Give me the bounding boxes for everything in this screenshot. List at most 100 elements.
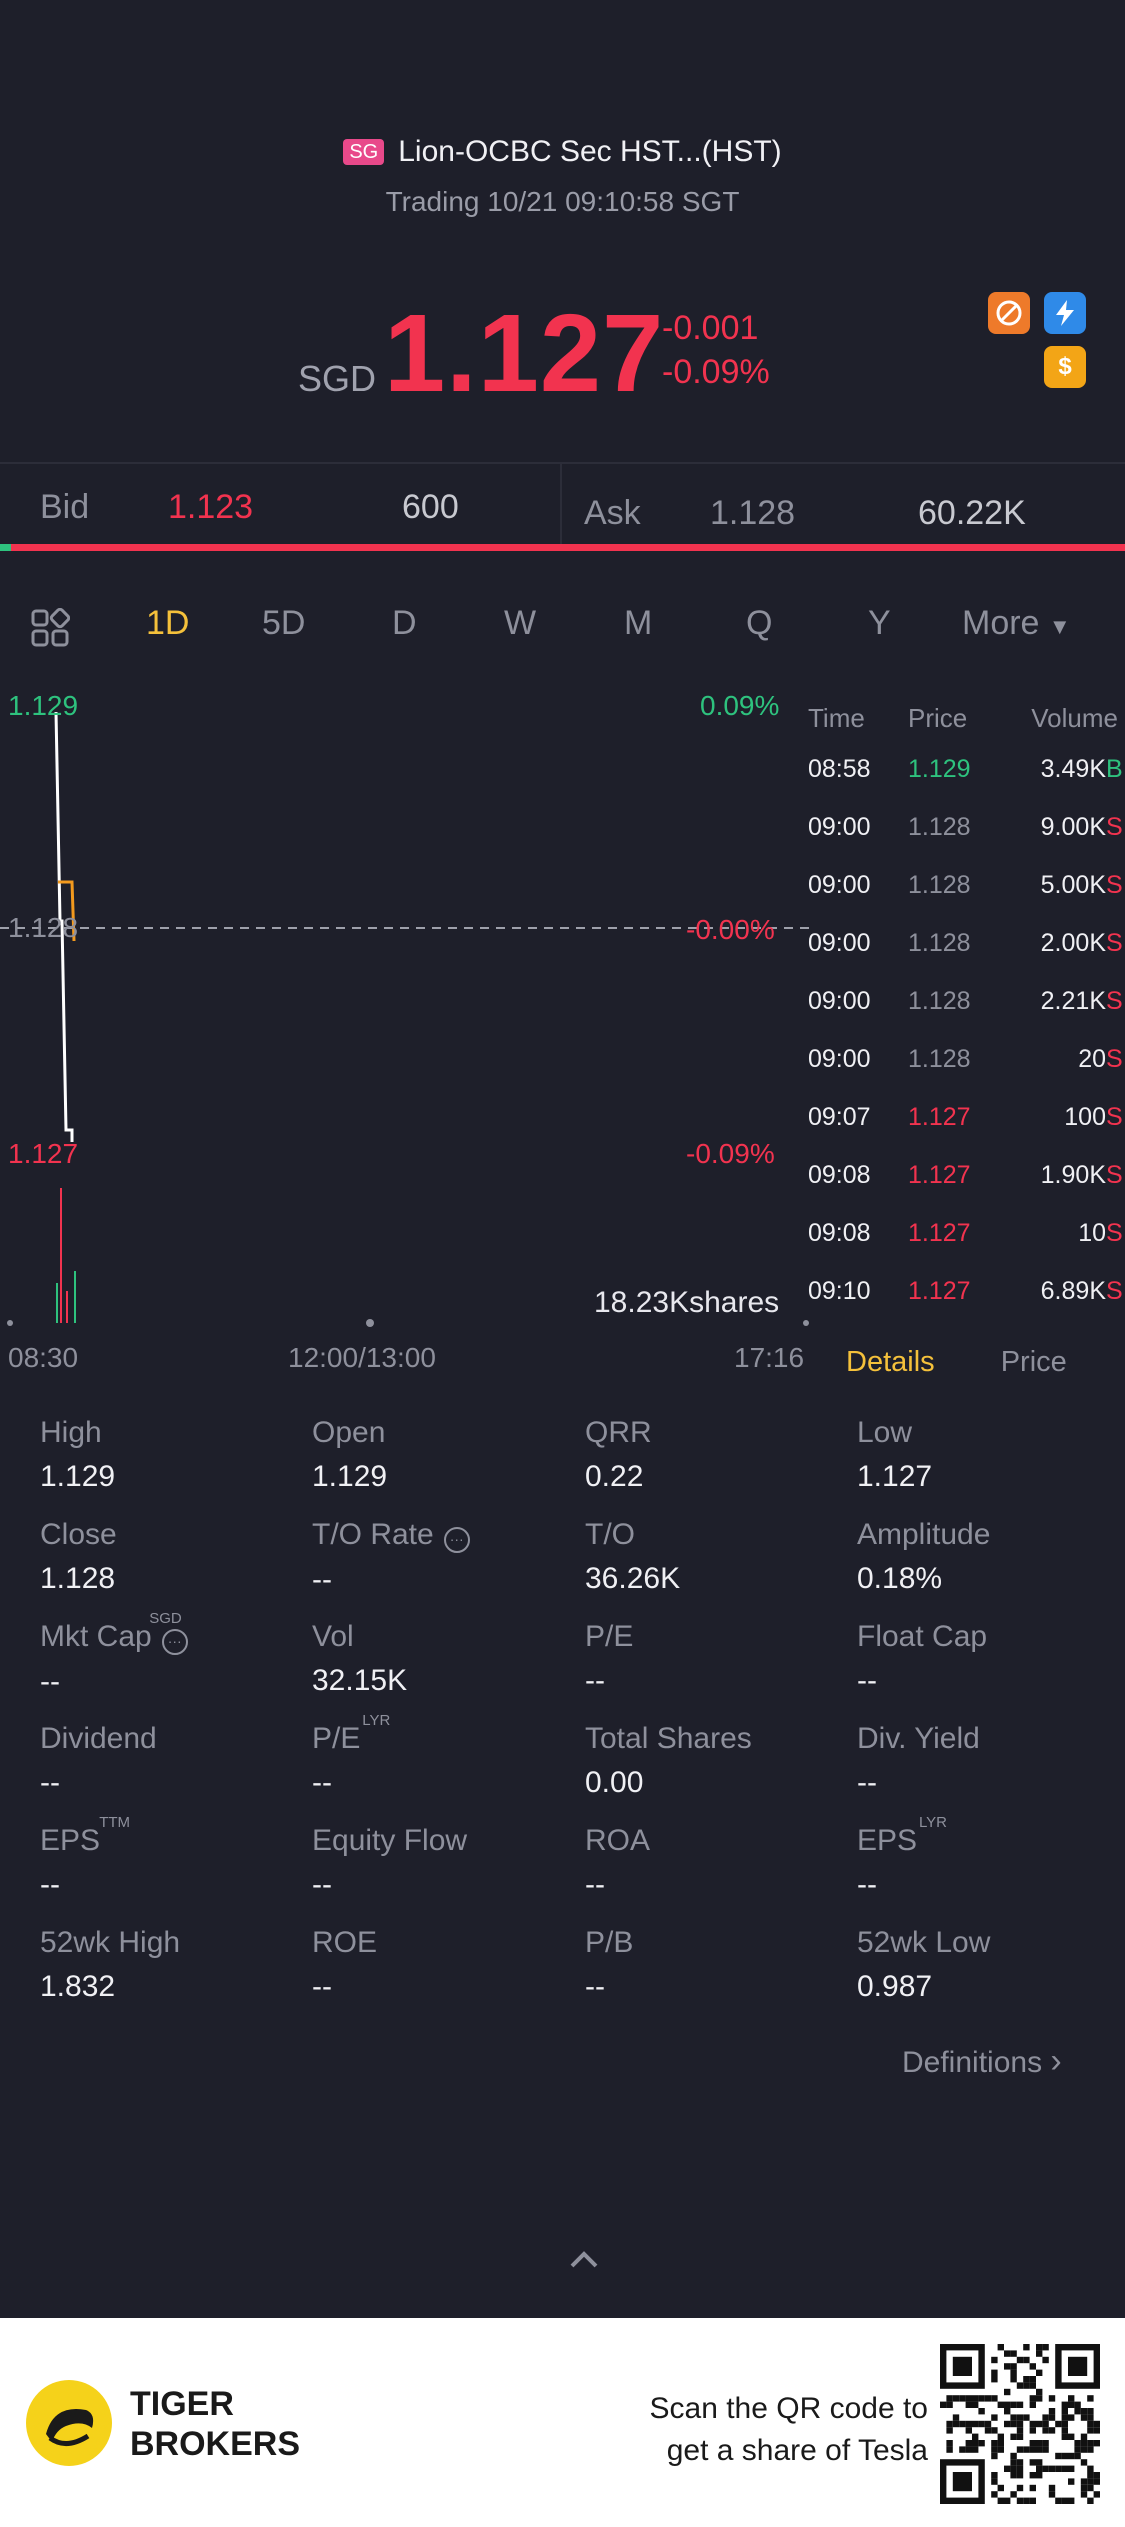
- x-axis-start-dot: [7, 1320, 13, 1326]
- stat-item: Div. Yield --: [857, 1722, 1117, 1800]
- bid-ask-divider: [560, 462, 562, 548]
- price-line: [54, 711, 74, 1142]
- stat-label-text: EPS: [857, 1824, 918, 1857]
- tick-time: 09:08: [808, 1218, 871, 1247]
- stat-label: 52wk High: [40, 1926, 180, 1960]
- volume-bar: [66, 1291, 68, 1323]
- chevron-up-icon[interactable]: [564, 2244, 604, 2274]
- stat-label: QRR: [585, 1416, 652, 1450]
- tick-volume: 1.90K: [1040, 1160, 1106, 1189]
- no-margin-icon[interactable]: [988, 292, 1030, 334]
- stat-value: --: [312, 1868, 332, 1901]
- dollar-icon[interactable]: $: [1044, 346, 1086, 388]
- tab-details[interactable]: Details: [846, 1346, 935, 1378]
- tick-time: 09:00: [808, 1044, 871, 1073]
- currency-label: SGD: [298, 358, 377, 399]
- tick-price: 1.128: [908, 928, 971, 957]
- more-label: More: [962, 604, 1040, 642]
- bid-ask-ratio-bar: [0, 544, 1125, 551]
- tick-time: 08:58: [808, 754, 871, 783]
- volume-bars: [56, 1188, 76, 1323]
- qr-code-icon[interactable]: [940, 2344, 1100, 2504]
- stat-label: P/E: [585, 1620, 633, 1654]
- tab-quarterly[interactable]: Q: [746, 604, 773, 642]
- tick-side: S: [1106, 870, 1123, 899]
- stat-label: Amplitude: [857, 1518, 990, 1552]
- tick-price: 1.129: [908, 754, 971, 783]
- stat-value: 1.127: [857, 1460, 933, 1493]
- change-percent: -0.09%: [662, 353, 770, 391]
- tick-price: 1.128: [908, 986, 971, 1015]
- detail-tabs: Details Price: [846, 1346, 1067, 1379]
- tick-time: 09:00: [808, 812, 871, 841]
- stat-label-text: Mkt Cap: [40, 1620, 152, 1653]
- tab-daily[interactable]: D: [392, 604, 417, 642]
- stock-title[interactable]: SG Lion-OCBC Sec HST...(HST): [0, 128, 1125, 176]
- flash-icon[interactable]: [1044, 292, 1086, 334]
- tick-price: 1.127: [908, 1160, 971, 1189]
- tick-side: S: [1106, 986, 1123, 1015]
- ask-label: Ask: [584, 494, 641, 532]
- tick-volume: 3.49K: [1040, 754, 1106, 783]
- tab-monthly[interactable]: M: [624, 604, 653, 642]
- stat-superscript: LYR: [362, 1712, 391, 1729]
- stat-value: --: [585, 1664, 605, 1697]
- chart-low-label: 1.127: [8, 1138, 79, 1169]
- tab-yearly[interactable]: Y: [868, 604, 891, 642]
- tick-row: 08:58 1.129 3.49K B: [808, 740, 1123, 798]
- brand-name: TIGER BROKERS: [130, 2384, 300, 2464]
- bid-label: Bid: [40, 488, 90, 526]
- stat-value: --: [857, 1664, 877, 1697]
- stat-value: --: [585, 1868, 605, 1901]
- stat-label: Div. Yield: [857, 1722, 980, 1756]
- tick-time: 09:07: [808, 1102, 871, 1131]
- stat-label: Mkt Cap SGD: [40, 1610, 182, 1654]
- info-icon[interactable]: ···: [161, 1628, 188, 1655]
- stat-label: Equity Flow: [312, 1824, 467, 1858]
- stat-item: Low 1.127: [857, 1416, 1117, 1494]
- tick-volume: 6.89K: [1040, 1276, 1106, 1305]
- bid-ask-bar[interactable]: Bid 1.123 600 Ask 1.128 60.22K: [0, 462, 1125, 550]
- tab-price-distribution[interactable]: Price: [1000, 1346, 1067, 1378]
- stat-value: 1.832: [40, 1970, 116, 2003]
- scan-promo-text: Scan the QR code to get a share of Tesla: [560, 2388, 929, 2472]
- tick-row: 09:08 1.127 1.90K S: [808, 1146, 1123, 1204]
- tick-row: 09:00 1.128 20 S: [808, 1030, 1123, 1088]
- stat-value: --: [40, 1868, 60, 1901]
- stat-label-text: 52wk Low: [857, 1926, 991, 1959]
- tick-side: S: [1106, 1044, 1123, 1073]
- tick-header-volume: Volume: [1031, 702, 1118, 733]
- stat-value: 1.129: [40, 1460, 116, 1493]
- volume-bar: [56, 1283, 58, 1323]
- definitions-link[interactable]: Definitions ›: [902, 2042, 1062, 2081]
- tick-price: 1.128: [908, 812, 971, 841]
- info-icon[interactable]: ···: [443, 1526, 470, 1553]
- stat-item[interactable]: T/O Rate ··· --: [312, 1518, 572, 1597]
- layout-grid-icon[interactable]: [30, 608, 70, 648]
- stat-superscript: TTM: [99, 1814, 131, 1831]
- stat-item[interactable]: Mkt Cap SGD ··· --: [40, 1610, 300, 1699]
- stat-label: Close: [40, 1518, 117, 1552]
- stat-item: Vol 32.15K: [312, 1620, 572, 1698]
- stat-label-text: Close: [40, 1518, 117, 1551]
- intraday-chart[interactable]: 1.129 0.09% 1.128 -0.00% 1.127 -0.09% 18…: [0, 690, 810, 1373]
- stat-label: High: [40, 1416, 102, 1450]
- tick-time: 09:00: [808, 986, 871, 1015]
- x-axis-end-dot: [803, 1320, 809, 1326]
- stat-label-text: Low: [857, 1416, 913, 1449]
- stat-value: 0.987: [857, 1970, 933, 2003]
- stat-item: P/E --: [585, 1620, 845, 1698]
- chart-high-pct: 0.09%: [700, 690, 780, 721]
- stat-label: P/B: [585, 1926, 633, 1960]
- stat-value: 32.15K: [312, 1664, 408, 1697]
- tab-more[interactable]: More ▼: [962, 604, 1071, 643]
- time-and-sales[interactable]: Time Price Volume 08:58 1.129 3.49K B 09:00 1…: [808, 696, 1123, 1320]
- tab-5d[interactable]: 5D: [262, 604, 306, 642]
- tick-header-price: Price: [908, 702, 968, 733]
- stat-label-text: P/B: [585, 1926, 634, 1959]
- tab-1d[interactable]: 1D: [146, 604, 190, 642]
- chart-low-pct: -0.09%: [686, 1138, 775, 1169]
- stat-label: P/E LYR: [312, 1712, 390, 1756]
- tab-weekly[interactable]: W: [504, 604, 537, 642]
- tick-row: 09:10 1.127 6.89K S: [808, 1262, 1123, 1320]
